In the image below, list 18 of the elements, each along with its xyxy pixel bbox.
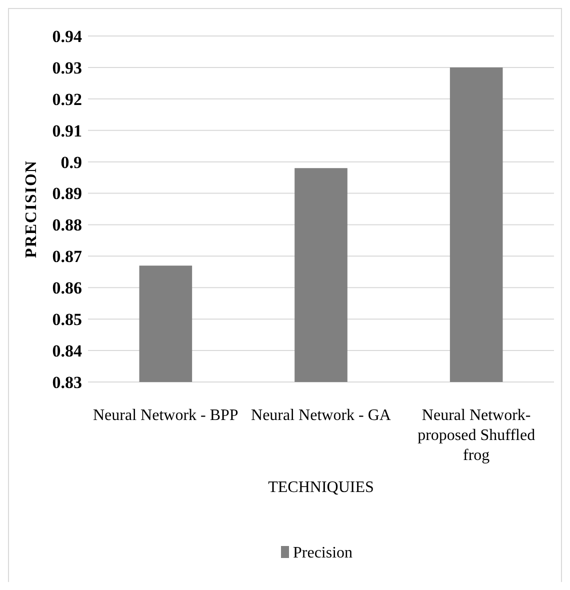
y-tick-label: 0.89 <box>52 184 82 204</box>
y-tick-label: 0.88 <box>52 216 82 235</box>
y-tick-label: 0.86 <box>52 278 82 298</box>
y-tick-label: 0.87 <box>52 247 82 266</box>
x-tick-label: Neural Network - GA <box>251 407 392 424</box>
x-axis-title: TECHNIQUIES <box>268 479 374 496</box>
y-tick-label: 0.84 <box>52 341 82 360</box>
x-tick-label: Neural Network- proposed Shuffled frog <box>418 407 536 464</box>
y-tick-label: 0.9 <box>60 152 82 172</box>
y-tick-label: 0.83 <box>52 372 82 392</box>
x-tick-label: Neural Network - BPP <box>93 407 238 424</box>
legend-label: Precision <box>293 544 353 562</box>
y-axis-title: PRECISION <box>23 160 40 258</box>
y-tick-label: 0.85 <box>52 310 82 330</box>
y-tick-label: 0.93 <box>52 58 82 78</box>
y-tick-label: 0.91 <box>52 121 82 140</box>
y-tick-label: 0.94 <box>52 26 82 46</box>
y-tick-label: 0.92 <box>52 90 82 109</box>
